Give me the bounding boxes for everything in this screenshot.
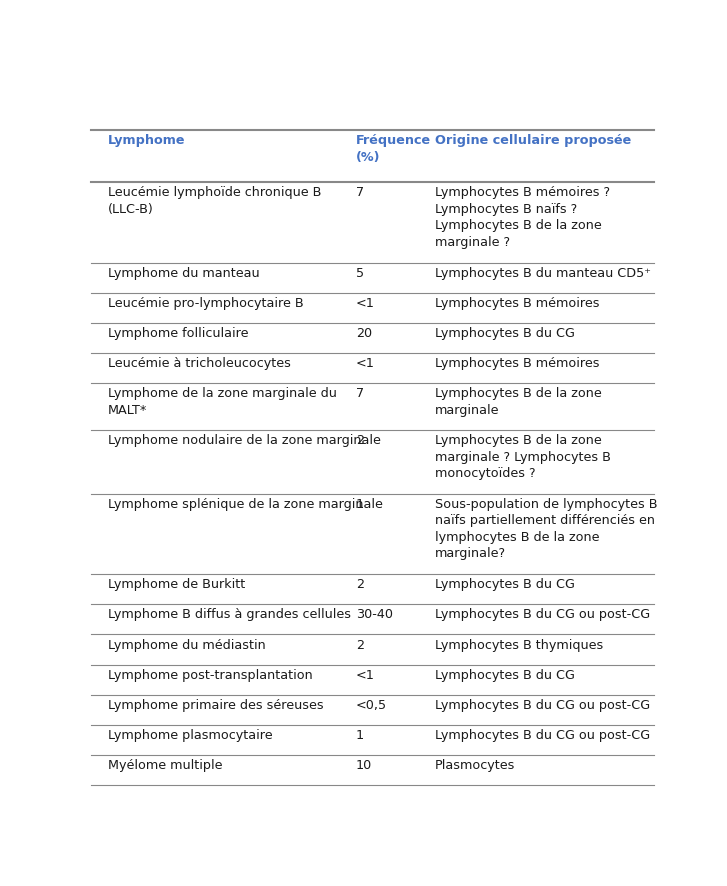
Text: Lymphocytes B du CG ou post-CG: Lymphocytes B du CG ou post-CG	[435, 729, 650, 742]
Text: Lymphome folliculaire: Lymphome folliculaire	[108, 327, 249, 340]
Text: 5: 5	[356, 267, 364, 280]
Text: Lymphome primaire des séreuses: Lymphome primaire des séreuses	[108, 699, 324, 711]
Text: Leucémie à tricholeucocytes: Leucémie à tricholeucocytes	[108, 357, 291, 370]
Text: Lymphome de Burkitt: Lymphome de Burkitt	[108, 579, 245, 591]
Text: Lymphocytes B du CG ou post-CG: Lymphocytes B du CG ou post-CG	[435, 699, 650, 711]
Text: Lymphocytes B du CG: Lymphocytes B du CG	[435, 669, 574, 681]
Text: 2: 2	[356, 639, 364, 651]
Text: Fréquence
(%): Fréquence (%)	[356, 135, 431, 164]
Text: Plasmocytes: Plasmocytes	[435, 759, 515, 773]
Text: 1: 1	[356, 729, 364, 742]
Text: 1: 1	[356, 498, 364, 511]
Text: Lymphocytes B mémoires: Lymphocytes B mémoires	[435, 297, 599, 310]
Text: Myélome multiple: Myélome multiple	[108, 759, 222, 773]
Text: 30-40: 30-40	[356, 609, 393, 621]
Text: Lymphocytes B du CG: Lymphocytes B du CG	[435, 579, 574, 591]
Text: Lymphocytes B du manteau CD5⁺: Lymphocytes B du manteau CD5⁺	[435, 267, 651, 280]
Text: 7: 7	[356, 387, 364, 400]
Text: <1: <1	[356, 357, 374, 370]
Text: Lymphome nodulaire de la zone marginale: Lymphome nodulaire de la zone marginale	[108, 434, 381, 447]
Text: Lymphocytes B du CG ou post-CG: Lymphocytes B du CG ou post-CG	[435, 609, 650, 621]
Text: Leucémie lymphoïde chronique B
(LLC-B): Leucémie lymphoïde chronique B (LLC-B)	[108, 186, 321, 216]
Text: <1: <1	[356, 669, 374, 681]
Text: Lymphocytes B mémoires ?
Lymphocytes B naïfs ?
Lymphocytes B de la zone
marginal: Lymphocytes B mémoires ? Lymphocytes B n…	[435, 186, 610, 249]
Text: Lymphome du manteau: Lymphome du manteau	[108, 267, 260, 280]
Text: Lymphome du médiastin: Lymphome du médiastin	[108, 639, 265, 651]
Text: 2: 2	[356, 434, 364, 447]
Text: <1: <1	[356, 297, 374, 310]
Text: Lymphome plasmocytaire: Lymphome plasmocytaire	[108, 729, 273, 742]
Text: Lymphocytes B de la zone
marginale: Lymphocytes B de la zone marginale	[435, 387, 601, 416]
Text: Origine cellulaire proposée: Origine cellulaire proposée	[435, 135, 631, 147]
Text: Lymphocytes B thymiques: Lymphocytes B thymiques	[435, 639, 603, 651]
Text: Lymphome de la zone marginale du
MALT*: Lymphome de la zone marginale du MALT*	[108, 387, 337, 416]
Text: 2: 2	[356, 579, 364, 591]
Text: Leucémie pro-lymphocytaire B: Leucémie pro-lymphocytaire B	[108, 297, 303, 310]
Text: <0,5: <0,5	[356, 699, 387, 711]
Text: 10: 10	[356, 759, 372, 773]
Text: 20: 20	[356, 327, 371, 340]
Text: Lymphocytes B mémoires: Lymphocytes B mémoires	[435, 357, 599, 370]
Text: Lymphocytes B du CG: Lymphocytes B du CG	[435, 327, 574, 340]
Text: Lymphome B diffus à grandes cellules: Lymphome B diffus à grandes cellules	[108, 609, 351, 621]
Text: Lymphome: Lymphome	[108, 135, 185, 147]
Text: 7: 7	[356, 186, 364, 199]
Text: Lymphome splénique de la zone marginale: Lymphome splénique de la zone marginale	[108, 498, 382, 511]
Text: Sous-population de lymphocytes B
naïfs partiellement différenciés en
lymphocytes: Sous-population de lymphocytes B naïfs p…	[435, 498, 657, 560]
Text: Lymphome post-transplantation: Lymphome post-transplantation	[108, 669, 313, 681]
Text: Lymphocytes B de la zone
marginale ? Lymphocytes B
monocytoïdes ?: Lymphocytes B de la zone marginale ? Lym…	[435, 434, 611, 480]
